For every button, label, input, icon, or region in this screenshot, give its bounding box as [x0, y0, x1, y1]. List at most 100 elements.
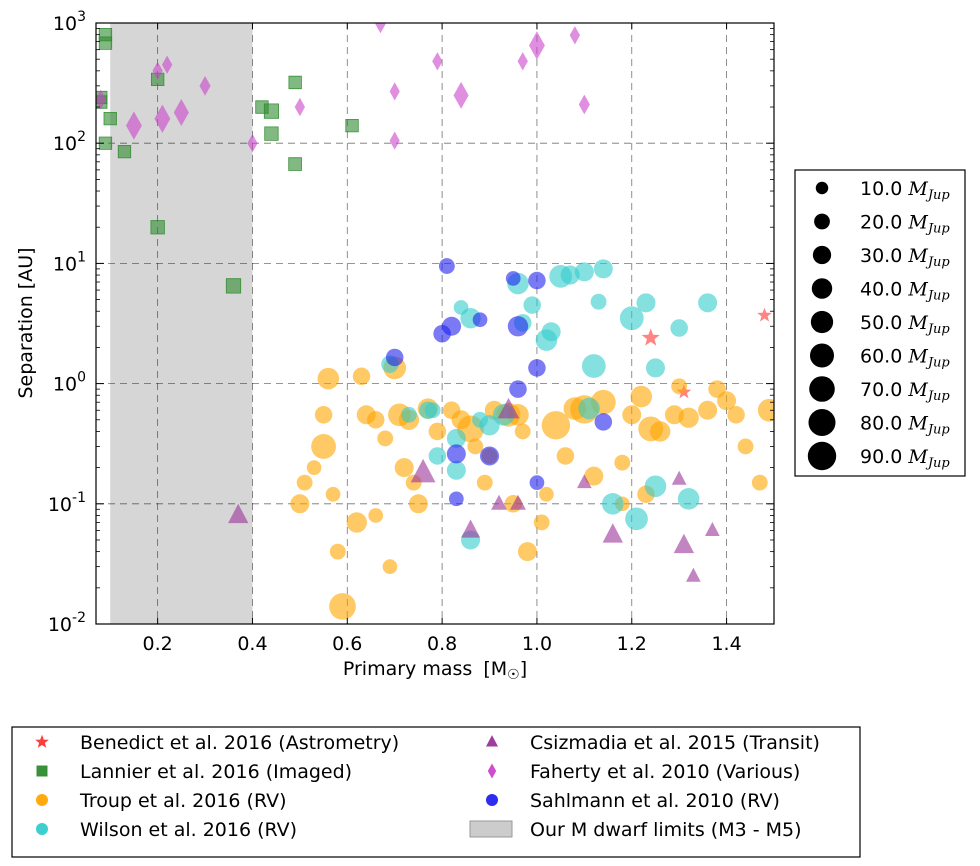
point-sahlmann — [509, 380, 527, 398]
size-legend-label: 70.0 MJup — [860, 379, 950, 404]
point-sahlmann — [528, 359, 546, 377]
size-legend-value: 10.0 — [860, 178, 908, 200]
size-legend-unit: M — [907, 312, 928, 334]
size-legend-unit-sub: Jup — [925, 389, 951, 404]
y-tick-label: 102 — [53, 129, 86, 155]
point-troup — [296, 474, 313, 491]
point-troup — [727, 406, 745, 424]
size-legend-unit-sub: Jup — [925, 456, 951, 471]
legend-label: Our M dwarf limits (M3 - M5) — [530, 819, 802, 841]
y-tick-label: 103 — [53, 9, 86, 35]
size-legend-label: 40.0 MJup — [860, 279, 950, 304]
point-faherty — [375, 23, 386, 34]
point-wilson — [619, 306, 644, 331]
size-legend-unit: M — [907, 413, 928, 435]
point-troup — [368, 508, 384, 523]
point-wilson — [428, 447, 447, 465]
size-legend-value: 70.0 — [860, 379, 908, 401]
point-sahlmann — [442, 316, 462, 336]
point-wilson — [625, 507, 648, 531]
point-wilson — [523, 296, 541, 314]
legend-marker-patch — [469, 820, 513, 838]
y-tick-exponent: 1 — [77, 249, 86, 265]
legend-label: Benedict et al. 2016 (Astrometry) — [80, 732, 399, 754]
size-legend-marker — [809, 376, 835, 402]
point-troup — [382, 559, 398, 574]
point-troup — [757, 398, 774, 422]
size-legend-unit-sub: Jup — [925, 322, 951, 337]
point-csizmadia — [497, 397, 520, 419]
point-lannier — [117, 144, 132, 159]
point-troup — [366, 411, 385, 429]
point-troup — [630, 385, 653, 408]
point-csizmadia — [673, 533, 695, 554]
plot-frame — [95, 22, 775, 625]
size-legend-label: 80.0 MJup — [860, 413, 950, 438]
y-tick-base: 10 — [53, 133, 77, 155]
y-tick-base: 10 — [48, 614, 72, 636]
point-troup — [614, 454, 631, 471]
legend-marker-circle — [36, 823, 48, 835]
size-legend-value: 90.0 — [860, 446, 908, 468]
point-troup — [476, 474, 493, 491]
legend-marker-square — [36, 765, 48, 777]
point-wilson — [590, 293, 607, 310]
size-legend-unit-sub: Jup — [925, 188, 951, 203]
size-legend-unit: M — [907, 178, 928, 200]
point-faherty — [294, 97, 305, 117]
point-faherty — [569, 26, 580, 45]
point-wilson — [670, 319, 688, 337]
x-tick-label: 0.4 — [237, 633, 267, 655]
size-legend-marker — [809, 343, 835, 368]
x-tick-label: 0.2 — [143, 633, 173, 655]
point-troup — [650, 421, 671, 442]
size-legend-marker — [814, 213, 830, 230]
ticks-layer: 0.2 0.4 0.6 0.8 1.0 1.2 1.410-210-110010110210… — [48, 9, 774, 655]
x-axis-label-sub: ☉ — [507, 667, 520, 683]
x-axis-label-close: ] — [520, 658, 527, 680]
point-troup — [377, 430, 394, 447]
point-sahlmann — [448, 491, 464, 507]
point-troup — [314, 406, 333, 424]
x-tick-label: 1.2 — [617, 633, 647, 655]
size-legend-unit: M — [907, 212, 928, 234]
size-legend-label: 90.0 MJup — [860, 446, 950, 471]
legend-label: Lannier et al. 2016 (Imaged) — [80, 761, 352, 783]
y-tick-label: 10-1 — [48, 490, 86, 516]
size-legend-marker — [811, 278, 833, 299]
point-sahlmann — [480, 446, 500, 466]
x-tick-label: 1.4 — [711, 633, 741, 655]
point-lannier — [150, 220, 165, 235]
point-troup — [737, 438, 754, 455]
point-wilson — [574, 262, 594, 282]
y-tick-base: 10 — [53, 374, 77, 396]
point-troup — [622, 405, 642, 425]
x-axis-label-text: Primary mass — [343, 658, 472, 680]
point-sahlmann — [507, 316, 529, 337]
point-faherty — [529, 31, 545, 60]
size-legend-unit: M — [907, 346, 928, 368]
point-faherty — [162, 55, 173, 74]
x-tick-label: 1.0 — [522, 633, 552, 655]
point-troup — [329, 593, 356, 620]
point-faherty — [247, 134, 258, 153]
point-troup — [539, 486, 554, 502]
point-troup — [751, 474, 768, 491]
size-legend-value: 60.0 — [860, 346, 908, 368]
point-lannier — [98, 136, 113, 150]
size-legend-unit-sub: Jup — [925, 255, 951, 270]
point-troup — [325, 486, 341, 502]
size-legend-marker — [807, 441, 837, 471]
point-wilson — [645, 358, 665, 378]
legend-label: Troup et al. 2016 (RV) — [79, 790, 287, 812]
point-faherty — [154, 104, 171, 133]
y-tick-base: 10 — [48, 494, 72, 516]
point-troup — [556, 447, 575, 465]
point-wilson — [636, 293, 656, 313]
point-csizmadia — [461, 519, 481, 538]
y-tick-base: 10 — [53, 253, 77, 275]
point-faherty — [199, 75, 211, 96]
point-wilson — [581, 354, 606, 378]
point-wilson — [446, 428, 466, 448]
size-legend-unit: M — [907, 446, 928, 468]
